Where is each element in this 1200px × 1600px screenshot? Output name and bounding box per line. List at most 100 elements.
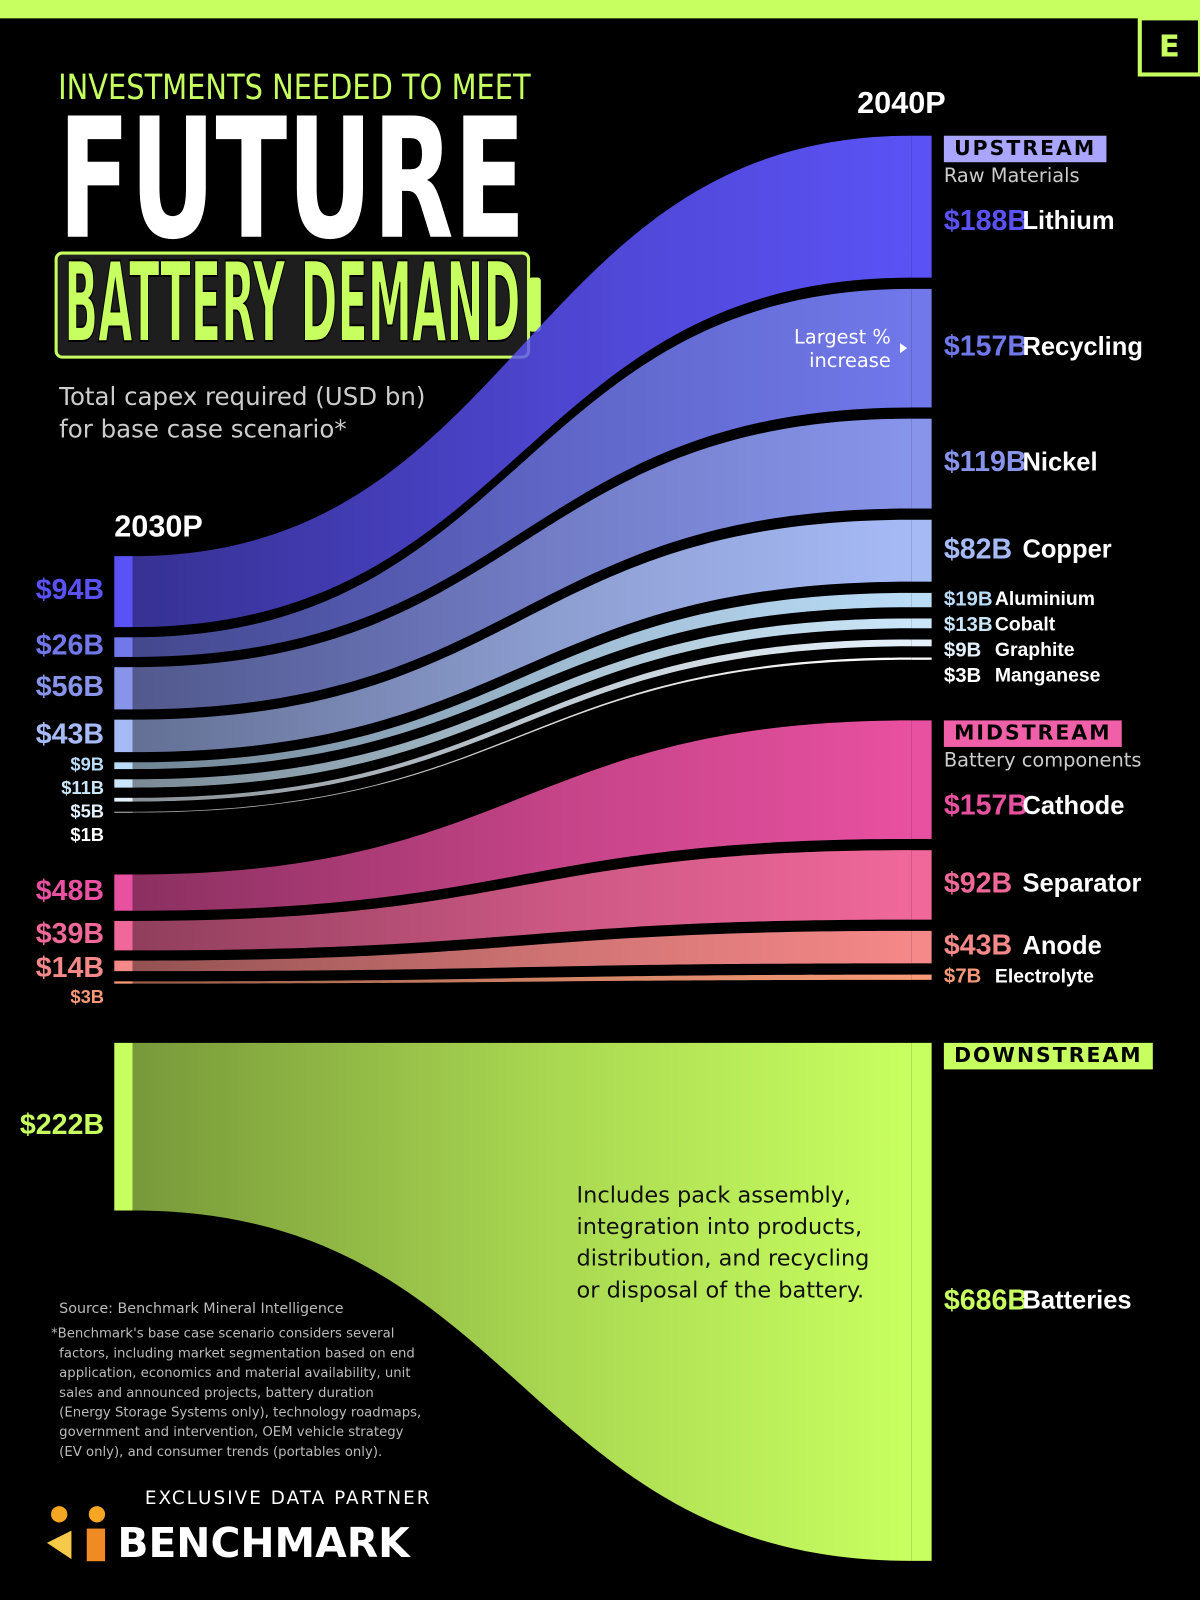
annotation: distribution, and recycling: [577, 1246, 870, 1272]
start-bar: [114, 874, 133, 911]
category-name: Aluminium: [995, 588, 1095, 610]
partner-name: BENCHMARK: [117, 1519, 411, 1567]
end-value-label: $188B: [944, 205, 1028, 237]
category-name: Copper: [1022, 535, 1111, 563]
start-bar: [114, 1042, 133, 1211]
battery-nub: [528, 277, 541, 332]
start-value-label: $39B: [36, 918, 104, 950]
end-bar: [911, 288, 932, 408]
logo: E: [1159, 29, 1180, 64]
end-value-label: $157B: [944, 790, 1028, 822]
group-label: UPSTREAM: [954, 136, 1096, 160]
end-bar: [911, 1042, 932, 1561]
source: Source: Benchmark Mineral Intelligence: [59, 1301, 344, 1317]
start-value-label: $94B: [36, 574, 104, 606]
category-name: Nickel: [1022, 448, 1097, 476]
annotation: Includes pack assembly,: [577, 1182, 852, 1208]
end-value-label: $7B: [944, 966, 981, 988]
end-value-label: $3B: [944, 665, 981, 687]
end-bar: [911, 639, 932, 647]
end-bar: [911, 418, 932, 509]
annotation: or disposal of the battery.: [577, 1277, 865, 1303]
start-bar: [114, 556, 133, 628]
logo-shape: [86, 1528, 106, 1562]
start-bar: [114, 779, 133, 788]
flow: [132, 657, 912, 813]
end-label: 2040P: [857, 86, 946, 120]
start-value-label: $56B: [36, 671, 104, 703]
category-name: Cobalt: [995, 614, 1056, 636]
footnote: factors, including market segmentation b…: [59, 1346, 415, 1361]
start-bar: [114, 762, 133, 770]
end-value-label: $92B: [944, 867, 1012, 899]
supertitle: INVESTMENTS NEEDED TO MEET: [58, 68, 531, 108]
start-bar: [114, 719, 133, 753]
start-bar: [114, 981, 133, 984]
end-value-label: $43B: [944, 930, 1012, 962]
end-bar: [911, 850, 932, 920]
logo-box: [1137, 16, 1200, 77]
flow: [132, 288, 912, 657]
start-bar: [114, 637, 133, 657]
group-label-box: [943, 720, 1122, 747]
flow: [132, 592, 912, 770]
footnote: (Energy Storage Systems only), technolog…: [59, 1405, 421, 1420]
annotation: integration into products,: [577, 1214, 863, 1240]
end-value-label: $19B: [944, 588, 993, 610]
flow: [132, 135, 912, 628]
category-name: Batteries: [1022, 1287, 1131, 1315]
category-name: Recycling: [1022, 333, 1142, 361]
category-name: Lithium: [1022, 207, 1114, 235]
flow: [132, 720, 912, 911]
start-value-label: $48B: [36, 875, 104, 907]
flows: [114, 135, 932, 1561]
start-value-label: $14B: [36, 952, 104, 984]
end-value-label: $82B: [944, 533, 1012, 565]
start-bar: [114, 960, 133, 972]
category-name: Electrolyte: [995, 965, 1094, 987]
end-value-label: $119B: [944, 446, 1027, 478]
flow: [132, 519, 912, 753]
end-value-label: $13B: [944, 614, 993, 636]
end-value-label: $9B: [944, 639, 981, 661]
battery-box: [54, 251, 531, 359]
annotation: increase: [809, 349, 891, 372]
logo-dot: [51, 1506, 68, 1523]
start-value-label: $11B: [61, 777, 104, 798]
start-value-label: $222B: [20, 1109, 104, 1141]
footnote: (EV only), and consumer trends (portable…: [59, 1445, 382, 1460]
start-value-label: $1B: [70, 824, 104, 845]
group-subtitle: Battery components: [944, 749, 1142, 772]
annotation: Largest %: [794, 325, 891, 348]
end-bar: [911, 720, 932, 839]
group-subtitle: Raw Materials: [944, 164, 1080, 187]
start-value-label: $43B: [36, 718, 104, 750]
end-value-label: $686B: [944, 1284, 1028, 1316]
partner: EXCLUSIVE DATA PARTNER: [145, 1488, 432, 1509]
flow: [132, 618, 912, 788]
logo-dot: [88, 1506, 106, 1523]
footnote: *Benchmark's base case scenario consider…: [51, 1327, 394, 1342]
start-value-label: $3B: [70, 986, 104, 1007]
end-bar: [911, 519, 932, 582]
subtitle: for base case scenario*: [59, 415, 346, 444]
end-bar: [911, 974, 932, 980]
flow: [132, 1042, 912, 1561]
category-name: Graphite: [995, 639, 1075, 661]
partner-logo: [46, 1506, 106, 1562]
category-name: Anode: [1022, 932, 1101, 960]
flow: [132, 418, 912, 710]
end-bar: [911, 618, 932, 629]
footnote: government and intervention, OEM vehicle…: [59, 1425, 403, 1440]
end-bar: [911, 135, 932, 278]
group-label-box: [943, 135, 1107, 163]
start-bar: [114, 920, 133, 951]
start-value-label: $9B: [70, 754, 104, 775]
category-name: Manganese: [995, 665, 1101, 687]
flow: [132, 850, 912, 951]
category-name: Cathode: [1022, 792, 1124, 820]
start-bar: [114, 797, 133, 802]
